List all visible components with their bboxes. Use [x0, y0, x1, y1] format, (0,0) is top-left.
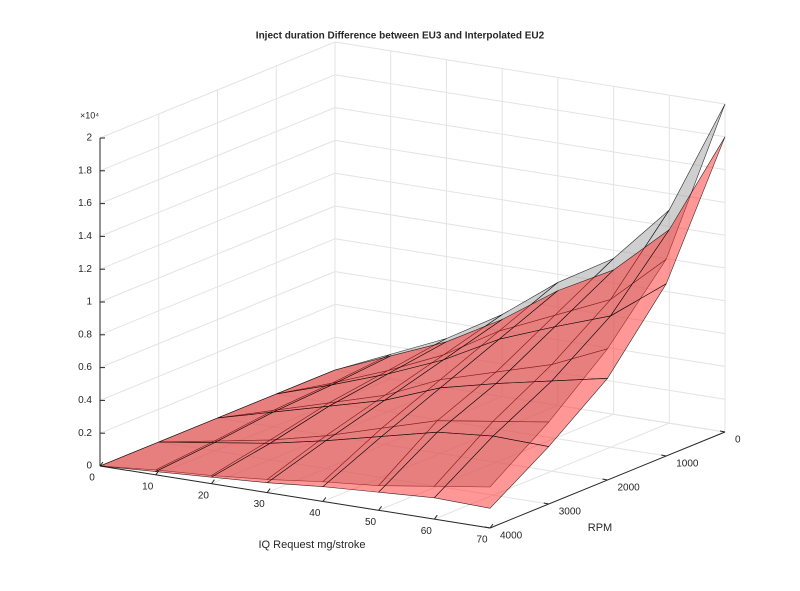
y-tick — [661, 454, 667, 457]
z-tick-label: 1.2 — [78, 264, 92, 275]
z-tick-label: 1.8 — [78, 165, 92, 176]
x-tick-label: 0 — [89, 473, 95, 484]
x-tick — [211, 479, 215, 485]
x-tick-label: 60 — [421, 526, 433, 537]
y-tick-label: 4000 — [500, 531, 523, 542]
x-tick — [266, 488, 271, 493]
z-scale-label: ×10⁴ — [80, 110, 99, 120]
x-tick-label: 10 — [142, 481, 154, 492]
y-tick-label: 1000 — [676, 459, 699, 470]
z-tick-label: 0.8 — [78, 329, 92, 340]
chart-title: Inject duration Difference between EU3 a… — [256, 31, 545, 42]
y-tick-label: 3000 — [559, 507, 582, 518]
y-tick-label: 2000 — [618, 483, 641, 494]
y-tick-label: 0 — [735, 435, 741, 446]
x-tick — [99, 461, 104, 467]
x-tick — [378, 505, 382, 511]
grid-line — [334, 139, 726, 203]
y-tick — [543, 502, 549, 505]
grid-line — [334, 74, 726, 138]
surface-patch — [433, 435, 550, 509]
z-tick-label: 0.6 — [78, 362, 92, 373]
z-tick-label: 0.4 — [78, 395, 92, 406]
x-tick — [322, 497, 327, 502]
x-axis — [99, 465, 491, 529]
z-tick-label: 1.4 — [78, 231, 92, 242]
z-tick-label: 0 — [86, 461, 92, 472]
x-tick — [433, 514, 438, 520]
z-tick-label: 0.2 — [78, 428, 92, 439]
y-tick — [719, 430, 726, 433]
x-tick-label: 50 — [365, 517, 377, 528]
z-tick-label: 1 — [86, 297, 92, 308]
x-tick — [489, 523, 494, 529]
y-tick — [602, 478, 608, 481]
x-tick-label: 70 — [476, 535, 488, 546]
x-tick-label: 30 — [254, 499, 266, 510]
x-axis-label: IQ Request mg/stroke — [259, 539, 366, 551]
z-tick-label: 1.6 — [78, 198, 92, 209]
y-axis-label: RPM — [588, 522, 612, 534]
x-tick-label: 20 — [198, 490, 210, 501]
x-tick-label: 40 — [309, 508, 321, 519]
z-tick-label: 2 — [86, 133, 92, 144]
y-tick — [484, 526, 491, 529]
grid-line — [334, 107, 726, 171]
grid-line — [334, 41, 726, 105]
